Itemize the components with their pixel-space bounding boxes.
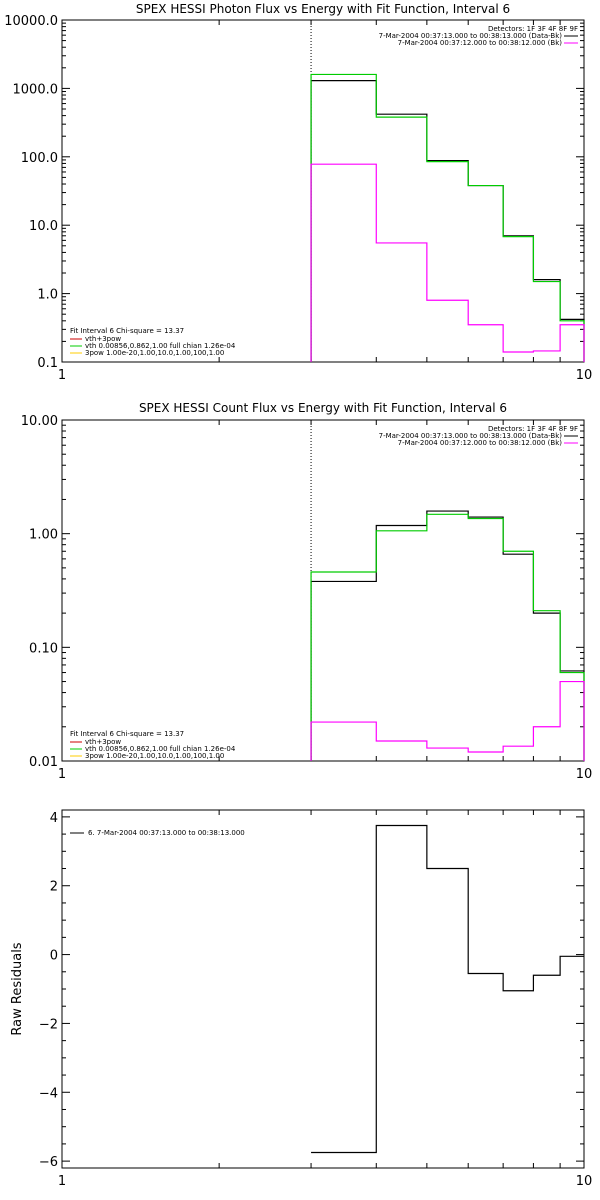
series-0-step-line xyxy=(310,80,585,362)
photon-series xyxy=(310,73,585,362)
photon-fit-item-1: vth+3pow xyxy=(85,335,121,343)
count-fit-header: Fit Interval 6 Chi-square = 13.37 xyxy=(70,730,184,738)
photon-legend-data-text: 7-Mar-2004 00:37:13.000 to 00:38:13.000 … xyxy=(379,32,563,40)
y-tick-label: 100.0 xyxy=(21,151,58,166)
y-tick-label: 0 xyxy=(50,949,58,964)
photon-fit-item-3: 3pow 1.00e-20,1.00,10.0,1.00,100,1.00 xyxy=(85,349,224,357)
y-tick-label: 2 xyxy=(50,880,58,895)
count-fit-item-1: vth+3pow xyxy=(85,738,121,746)
count-plot-frame xyxy=(61,419,585,762)
residuals-plot-frame xyxy=(61,809,585,1169)
y-tick-label: 4 xyxy=(50,811,58,826)
y-tick-label: 10.0 xyxy=(29,219,58,234)
count-x-ticks: 1 10 xyxy=(58,420,592,782)
y-tick-label: 0.1 xyxy=(37,356,58,371)
y-tick-label: 1000.0 xyxy=(13,82,59,97)
photon-plot-frame xyxy=(61,19,585,363)
x-tick-label: 10 xyxy=(576,767,593,782)
y-tick-label: −6 xyxy=(39,1155,58,1170)
count-flux-panel: SPEX HESSI Count Flux vs Energy with Fit… xyxy=(21,401,592,782)
count-detectors-text: Detectors: 1F 3F 4F 8F 9F xyxy=(488,425,578,433)
y-tick-label: −2 xyxy=(39,1017,58,1032)
photon-fit-item-2: vth 0.00856,0.862,1.00 full chian 1.26e-… xyxy=(85,342,236,350)
photon-fit-header: Fit Interval 6 Chi-square = 13.37 xyxy=(70,327,184,335)
photon-chart-title: SPEX HESSI Photon Flux vs Energy with Fi… xyxy=(136,2,510,16)
count-y-ticks: 0.01 0.10 1.00 10.00 xyxy=(21,414,584,770)
x-tick-label: 1 xyxy=(58,1174,66,1189)
photon-fit-legend: Fit Interval 6 Chi-square = 13.37 vth+3p… xyxy=(70,327,236,357)
x-tick-label: 1 xyxy=(58,368,66,383)
count-fit-item-3: 3pow 1.00e-20,1.00,10.0,1.00,100,1.00 xyxy=(85,752,224,760)
x-tick-label: 10 xyxy=(576,1174,593,1189)
residuals-series xyxy=(311,824,584,1154)
y-tick-label: 1.00 xyxy=(29,528,58,543)
series-0-step-line xyxy=(311,824,584,1154)
x-tick-label: 10 xyxy=(576,368,593,383)
y-tick-label: −4 xyxy=(39,1086,58,1101)
count-legend-bk-text: 7-Mar-2004 00:37:12.000 to 00:38:12.000 … xyxy=(398,439,563,447)
photon-legend-bk-text: 7-Mar-2004 00:37:12.000 to 00:38:12.000 … xyxy=(398,39,563,47)
photon-detectors-text: Detectors: 1F 3F 4F 8F 9F xyxy=(488,25,578,33)
photon-y-ticks: 0.1 1.0 10.0 100.0 1000.0 10000.0 xyxy=(4,14,584,371)
count-legend-detectors: Detectors: 1F 3F 4F 8F 9F 7-Mar-2004 00:… xyxy=(379,425,578,447)
y-tick-label: 0.01 xyxy=(29,755,58,770)
series-1-step-line xyxy=(310,73,585,362)
photon-legend-detectors: Detectors: 1F 3F 4F 8F 9F 7-Mar-2004 00:… xyxy=(379,25,578,47)
residuals-legend-text: 6. 7-Mar-2004 00:37:13.000 to 00:38:13.0… xyxy=(88,829,245,837)
series-2-step-line xyxy=(310,680,585,761)
residuals-x-ticks: 1 10 xyxy=(58,810,592,1189)
count-chart-title: SPEX HESSI Count Flux vs Energy with Fit… xyxy=(139,401,507,415)
x-tick-label: 1 xyxy=(58,767,66,782)
y-tick-label: 10.00 xyxy=(21,414,58,429)
residuals-y-axis-label: Raw Residuals xyxy=(10,942,25,1035)
series-1-step-line xyxy=(310,513,585,761)
y-tick-label: 0.10 xyxy=(29,641,58,656)
photon-flux-panel: SPEX HESSI Photon Flux vs Energy with Fi… xyxy=(4,2,592,383)
count-fit-legend: Fit Interval 6 Chi-square = 13.37 vth+3p… xyxy=(70,730,236,760)
count-legend-data-text: 7-Mar-2004 00:37:13.000 to 00:38:13.000 … xyxy=(379,432,563,440)
series-2-step-line xyxy=(310,163,585,362)
residuals-y-ticks: 4 2 0 −2 −4 −6 xyxy=(39,811,584,1170)
y-tick-label: 1.0 xyxy=(37,288,58,303)
series-0-step-line xyxy=(310,510,585,761)
y-tick-label: 10000.0 xyxy=(4,14,58,29)
count-series xyxy=(310,510,585,761)
residuals-panel: 4 2 0 −2 −4 −6 1 10 Raw Residuals 6. 7-Mar-200… xyxy=(10,809,592,1189)
count-fit-item-2: vth 0.00856,0.862,1.00 full chian 1.26e-… xyxy=(85,745,236,753)
